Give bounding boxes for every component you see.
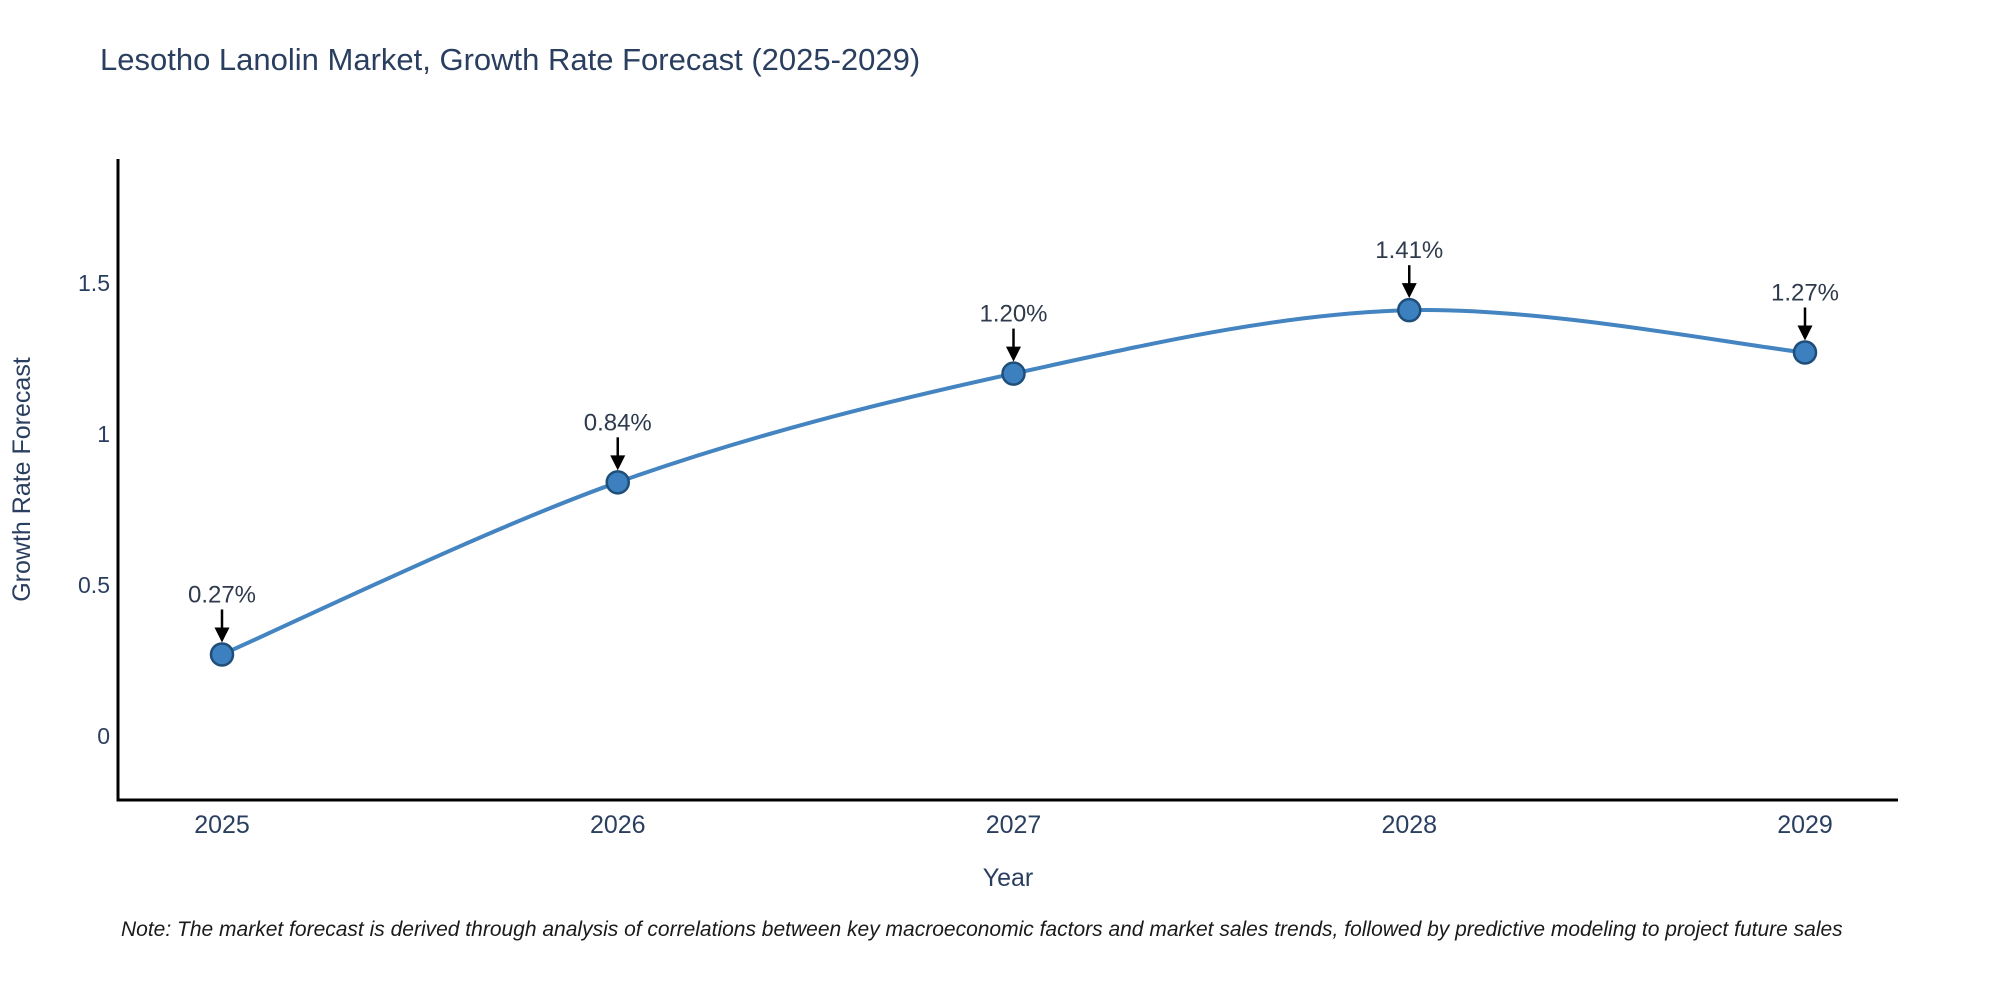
y-axis-title: Growth Rate Forecast — [8, 357, 36, 602]
chart-title: Lesotho Lanolin Market, Growth Rate Fore… — [100, 42, 921, 77]
y-tick-label: 1.5 — [78, 270, 110, 296]
annotation-label: 0.84% — [584, 409, 652, 436]
data-point-marker — [1001, 361, 1026, 386]
x-axis-title: Year — [983, 864, 1034, 892]
y-tick-label: 0 — [97, 723, 110, 749]
data-point-marker — [1792, 340, 1818, 365]
data-point-marker — [605, 470, 630, 495]
x-tick-label: 2029 — [1777, 811, 1833, 839]
annotation-label: 1.27% — [1771, 279, 1839, 306]
chart-note: Note: The market forecast is derived thr… — [121, 918, 1843, 941]
annotation-arrow-head — [610, 455, 626, 471]
annotation-arrow-head — [1401, 283, 1417, 299]
x-tick-label: 2025 — [194, 811, 250, 839]
annotation-label: 0.27% — [188, 581, 256, 608]
annotation-arrow-head — [1797, 325, 1813, 341]
y-tick-label: 0.5 — [78, 572, 110, 598]
data-point-marker — [1397, 297, 1422, 323]
x-tick-label: 2028 — [1381, 811, 1437, 839]
annotation-label: 1.41% — [1375, 237, 1443, 264]
y-tick-label: 1 — [97, 421, 110, 447]
data-point-marker — [209, 642, 235, 667]
annotation-arrow-head — [214, 627, 230, 643]
x-tick-label: 2026 — [590, 811, 646, 839]
x-tick-label: 2027 — [986, 811, 1042, 839]
annotation-arrow-head — [1006, 346, 1021, 362]
annotation-label: 1.20% — [979, 301, 1047, 328]
